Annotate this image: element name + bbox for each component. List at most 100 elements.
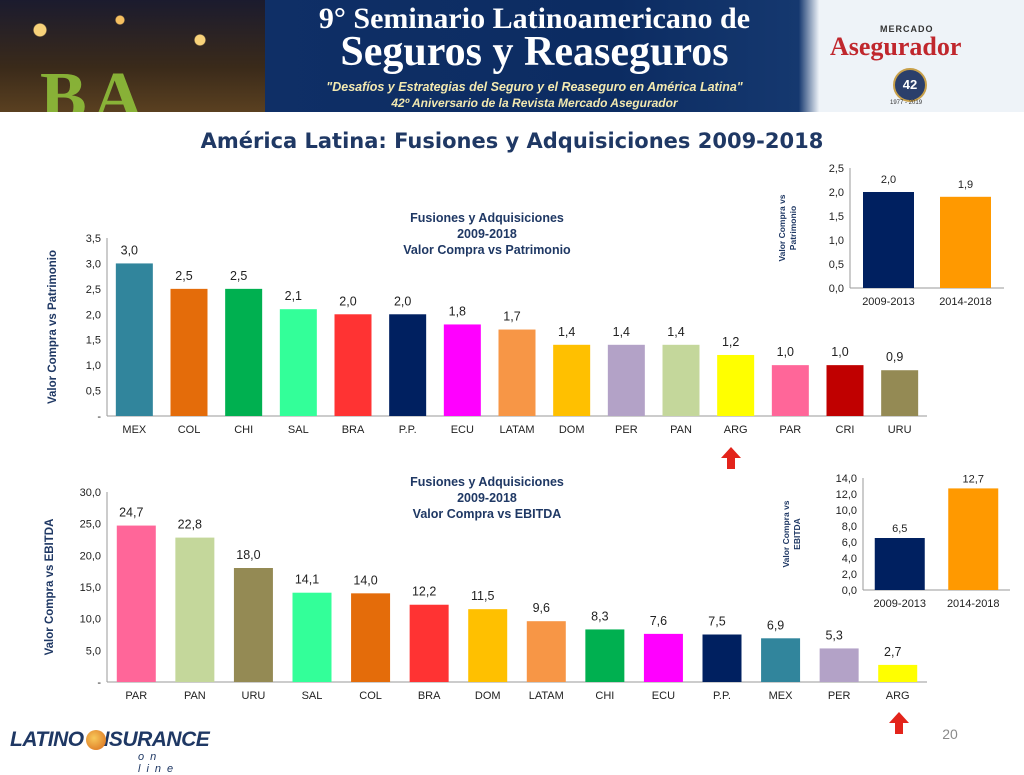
data-label: 14,0 [353, 573, 377, 587]
bar-pp [389, 314, 427, 416]
bar-ecu [443, 324, 481, 416]
data-label: 7,6 [650, 614, 667, 628]
y-tick-label: 0,0 [842, 585, 857, 597]
y-axis-label: Valor Compra vs Patrimonio [777, 194, 798, 261]
y-axis-label: Valor Compra vs Patrimonio [47, 250, 59, 404]
bar-20092013 [874, 538, 925, 590]
svg-text:EBITDA: EBITDA [792, 518, 802, 550]
y-tick-label: 15,0 [80, 582, 101, 594]
data-label: 22,8 [178, 518, 202, 532]
x-tick-label: 2009-2013 [862, 296, 915, 308]
x-tick-label: DOM [559, 424, 585, 436]
y-tick-label: 2,5 [829, 163, 844, 175]
x-tick-label: PAN [184, 690, 206, 702]
x-tick-label: MEX [122, 424, 147, 436]
x-tick-label: BRA [418, 690, 441, 702]
x-tick-label: ECU [652, 690, 675, 702]
bar-pan [175, 537, 215, 682]
latino-insurance-logo: LATINO INSURANCE on line [10, 728, 210, 775]
x-tick-label: PER [615, 424, 638, 436]
data-label: 1,4 [558, 325, 575, 339]
x-tick-label: CHI [234, 424, 253, 436]
banner-title-line1: 9° Seminario Latinoamericano de [318, 2, 751, 35]
y-tick-label: 2,0 [829, 187, 844, 199]
bar-mex [761, 638, 801, 682]
bar-20092013 [863, 192, 914, 288]
arg-highlight-arrow-icon [721, 447, 741, 469]
y-tick-label: 6,0 [842, 537, 857, 549]
bar-col [351, 593, 391, 682]
data-label: 3,0 [121, 243, 138, 257]
x-tick-label: P.P. [713, 690, 731, 702]
data-label: 1,4 [613, 325, 630, 339]
mercado-logo-small: MERCADO [880, 24, 934, 34]
chart-title-line: 2009-2018 [457, 491, 517, 505]
x-tick-label: DOM [475, 690, 501, 702]
data-label: 24,7 [119, 506, 143, 520]
page-number: 20 [942, 726, 958, 742]
y-tick-label: 3,0 [86, 258, 101, 270]
data-label: 14,1 [295, 573, 319, 587]
bar-dom [468, 609, 508, 682]
svg-text:Valor Compra vs: Valor Compra vs [781, 500, 791, 567]
y-tick-label: 2,5 [86, 284, 101, 296]
logo-main-text: LATINO INSURANCE [10, 728, 210, 751]
y-tick-label: 30,0 [80, 487, 101, 499]
data-label: 2,7 [884, 645, 901, 659]
asegurador-logo: Asegurador [830, 32, 962, 61]
y-tick-label: 4,0 [842, 553, 857, 565]
y-tick-label: 5,0 [86, 645, 101, 657]
bar-latam [498, 329, 536, 416]
bar-par [771, 365, 809, 416]
y-tick-label: 10,0 [836, 505, 857, 517]
data-label: 12,7 [963, 473, 984, 485]
bar-arg [717, 354, 755, 416]
x-tick-label: SAL [302, 690, 323, 702]
anniversary-badge: 42 [893, 68, 927, 102]
y-tick-label: 0,5 [86, 386, 101, 398]
svg-text:Valor Compra vs: Valor Compra vs [777, 194, 787, 261]
x-tick-label: URU [888, 424, 912, 436]
chart-title-line: Fusiones y Adquisiciones [410, 211, 564, 225]
x-tick-label: URU [242, 690, 266, 702]
x-tick-label: COL [359, 690, 382, 702]
data-label: 2,5 [230, 269, 247, 283]
data-label: 2,5 [175, 269, 192, 283]
y-tick-label: 8,0 [842, 521, 857, 533]
bar-chi [225, 288, 263, 416]
header-banner: BA 9° Seminario Latinoamericano de Segur… [0, 0, 1024, 112]
data-label: 1,0 [831, 345, 848, 359]
bar-sal [279, 309, 317, 416]
chart-ebitda-periods: 0,0 2,0 4,0 6,0 8,0 10,0 12,0 14,0 2009-2013 6,5 2… [781, 473, 1010, 610]
slide-title: América Latina: Fusiones y Adquisiciones… [200, 129, 824, 153]
data-label: 5,3 [825, 628, 842, 642]
bar-20142018 [948, 488, 999, 590]
data-label: 1,9 [958, 179, 973, 191]
y-axis-label: Valor Compra vs EBITDA [44, 519, 56, 656]
data-label: 2,0 [881, 174, 896, 186]
data-label: 1,4 [667, 325, 684, 339]
y-tick-label: 0,0 [829, 283, 844, 295]
bar-uru [233, 568, 273, 682]
svg-text:Patrimonio: Patrimonio [788, 206, 798, 250]
x-tick-label: ECU [451, 424, 474, 436]
banner-photo-text: BA [40, 59, 150, 112]
x-tick-label: PER [828, 690, 851, 702]
y-axis-label: Valor Compra vs EBITDA [781, 500, 802, 567]
y-tick-label: 12,0 [836, 489, 857, 501]
data-label: 6,5 [892, 523, 907, 535]
data-label: 1,8 [449, 304, 466, 318]
data-label: 18,0 [236, 548, 260, 562]
x-tick-label: ARG [886, 690, 910, 702]
x-tick-label: PAR [779, 424, 801, 436]
data-label: 12,2 [412, 585, 436, 599]
data-label: 7,5 [708, 615, 725, 629]
x-tick-label: SAL [288, 424, 309, 436]
bar-cri [826, 365, 864, 416]
x-tick-label: ARG [724, 424, 748, 436]
y-tick-label: - [97, 677, 101, 689]
bar-pan [662, 344, 700, 416]
data-label: 9,6 [533, 601, 550, 615]
bar-uru [881, 370, 919, 416]
bar-chi [585, 629, 625, 682]
